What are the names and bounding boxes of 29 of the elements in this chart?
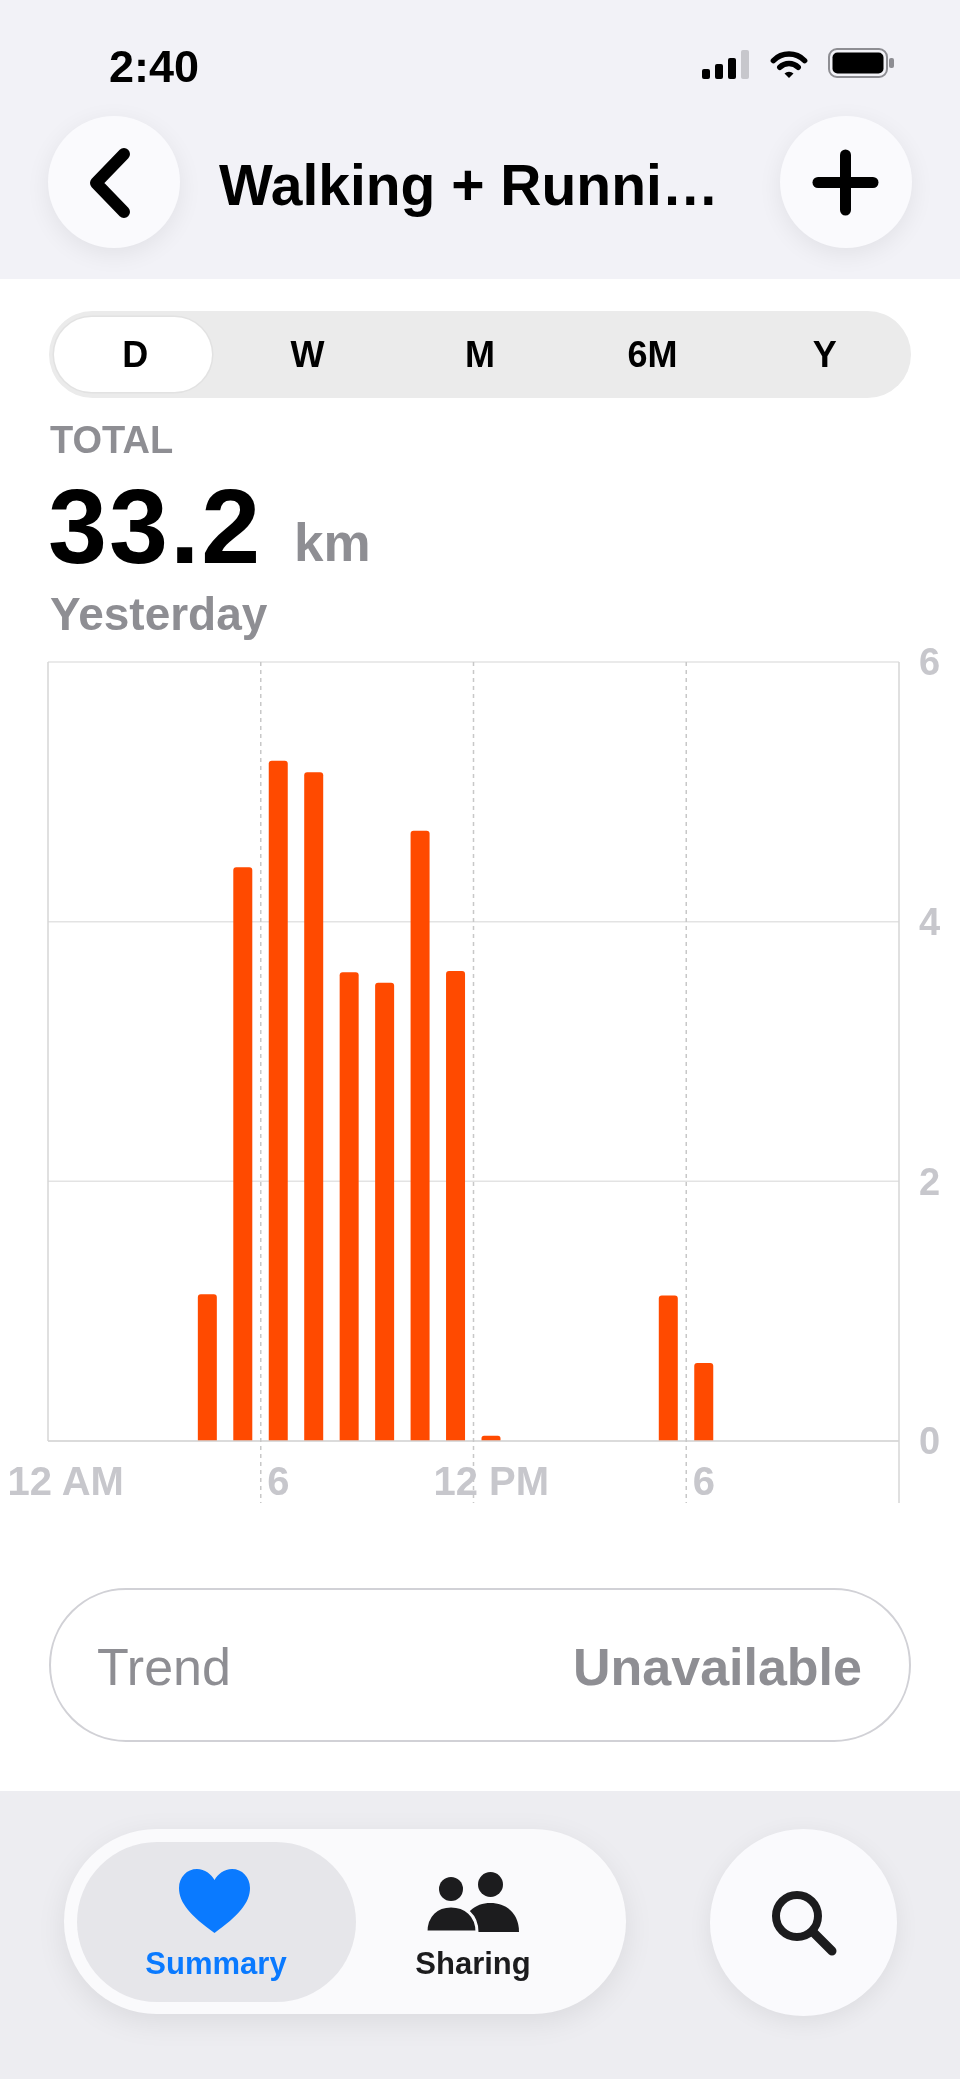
bar xyxy=(658,1295,678,1441)
text: Sharing xyxy=(415,1946,531,1982)
bar xyxy=(410,830,430,1441)
x-tick-label: 12 AM xyxy=(7,1459,124,1503)
bar xyxy=(197,1294,217,1441)
x-tick-label: 6 xyxy=(267,1459,290,1503)
y-tick-label: 4 xyxy=(919,901,941,944)
bar xyxy=(233,867,253,1441)
x-tick-label: 6 xyxy=(692,1459,716,1503)
bar xyxy=(268,760,288,1441)
bar xyxy=(304,772,324,1441)
text: TOTAL xyxy=(50,419,174,462)
text: km xyxy=(294,512,371,573)
x-tick-label: 12 PM xyxy=(433,1459,550,1503)
text: Trend xyxy=(97,1637,231,1697)
text: Yesterday xyxy=(50,587,268,641)
bar xyxy=(694,1363,714,1441)
text: Unavailable xyxy=(572,1637,862,1697)
text: 33.2 xyxy=(48,466,263,587)
bar xyxy=(446,971,466,1441)
y-tick-label: 2 xyxy=(919,1160,941,1203)
y-tick-label: 6 xyxy=(919,641,941,684)
bar xyxy=(375,982,395,1441)
bar xyxy=(339,972,359,1441)
period-picker: D W M 6M Y xyxy=(49,311,911,398)
text: 2:40 xyxy=(109,41,200,93)
chart-title: Walking + Runni… xyxy=(219,152,719,218)
y-tick-label: 0 xyxy=(919,1420,941,1463)
text: Summary xyxy=(145,1946,287,1982)
